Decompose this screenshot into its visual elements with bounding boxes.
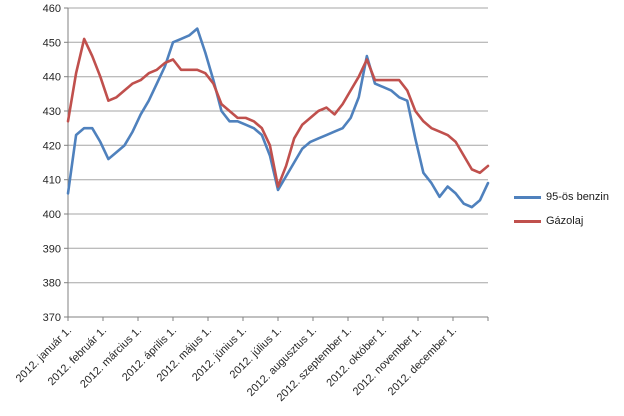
- y-axis-tick-label: 390: [43, 243, 61, 255]
- series-line-g-zolaj: [66, 37, 490, 188]
- y-axis-tick-label: 400: [43, 209, 61, 221]
- series-line-95-s-benzin: [66, 27, 490, 209]
- x-axis-tick-label: 2012. december 1.: [386, 325, 459, 398]
- legend-label-benzin: 95-ös benzin: [546, 191, 609, 203]
- y-axis-tick-label: 420: [43, 140, 61, 152]
- legend-label-gazolaj: Gázolaj: [546, 215, 584, 227]
- legend-item-benzin: 95-ös benzin: [514, 185, 609, 209]
- chart-legend: 95-ös benzin Gázolaj: [514, 185, 609, 233]
- benzin-line-swatch: [514, 195, 541, 199]
- y-axis-tick-label: 460: [43, 3, 61, 15]
- y-axis-tick-label: 410: [43, 175, 61, 187]
- y-axis-tick-label: 370: [43, 312, 61, 324]
- y-axis-tick-label: 450: [43, 37, 61, 49]
- gazolaj-line-swatch: [514, 219, 541, 223]
- y-axis-tick-label: 380: [43, 278, 61, 290]
- x-axis-tick-label: 2012. október 1.: [324, 325, 389, 390]
- y-axis-tick-label: 430: [43, 106, 61, 118]
- x-axis-tick-label: 2012. március 1.: [78, 325, 144, 391]
- legend-item-gazolaj: Gázolaj: [514, 209, 609, 233]
- y-axis-tick-label: 440: [43, 72, 61, 84]
